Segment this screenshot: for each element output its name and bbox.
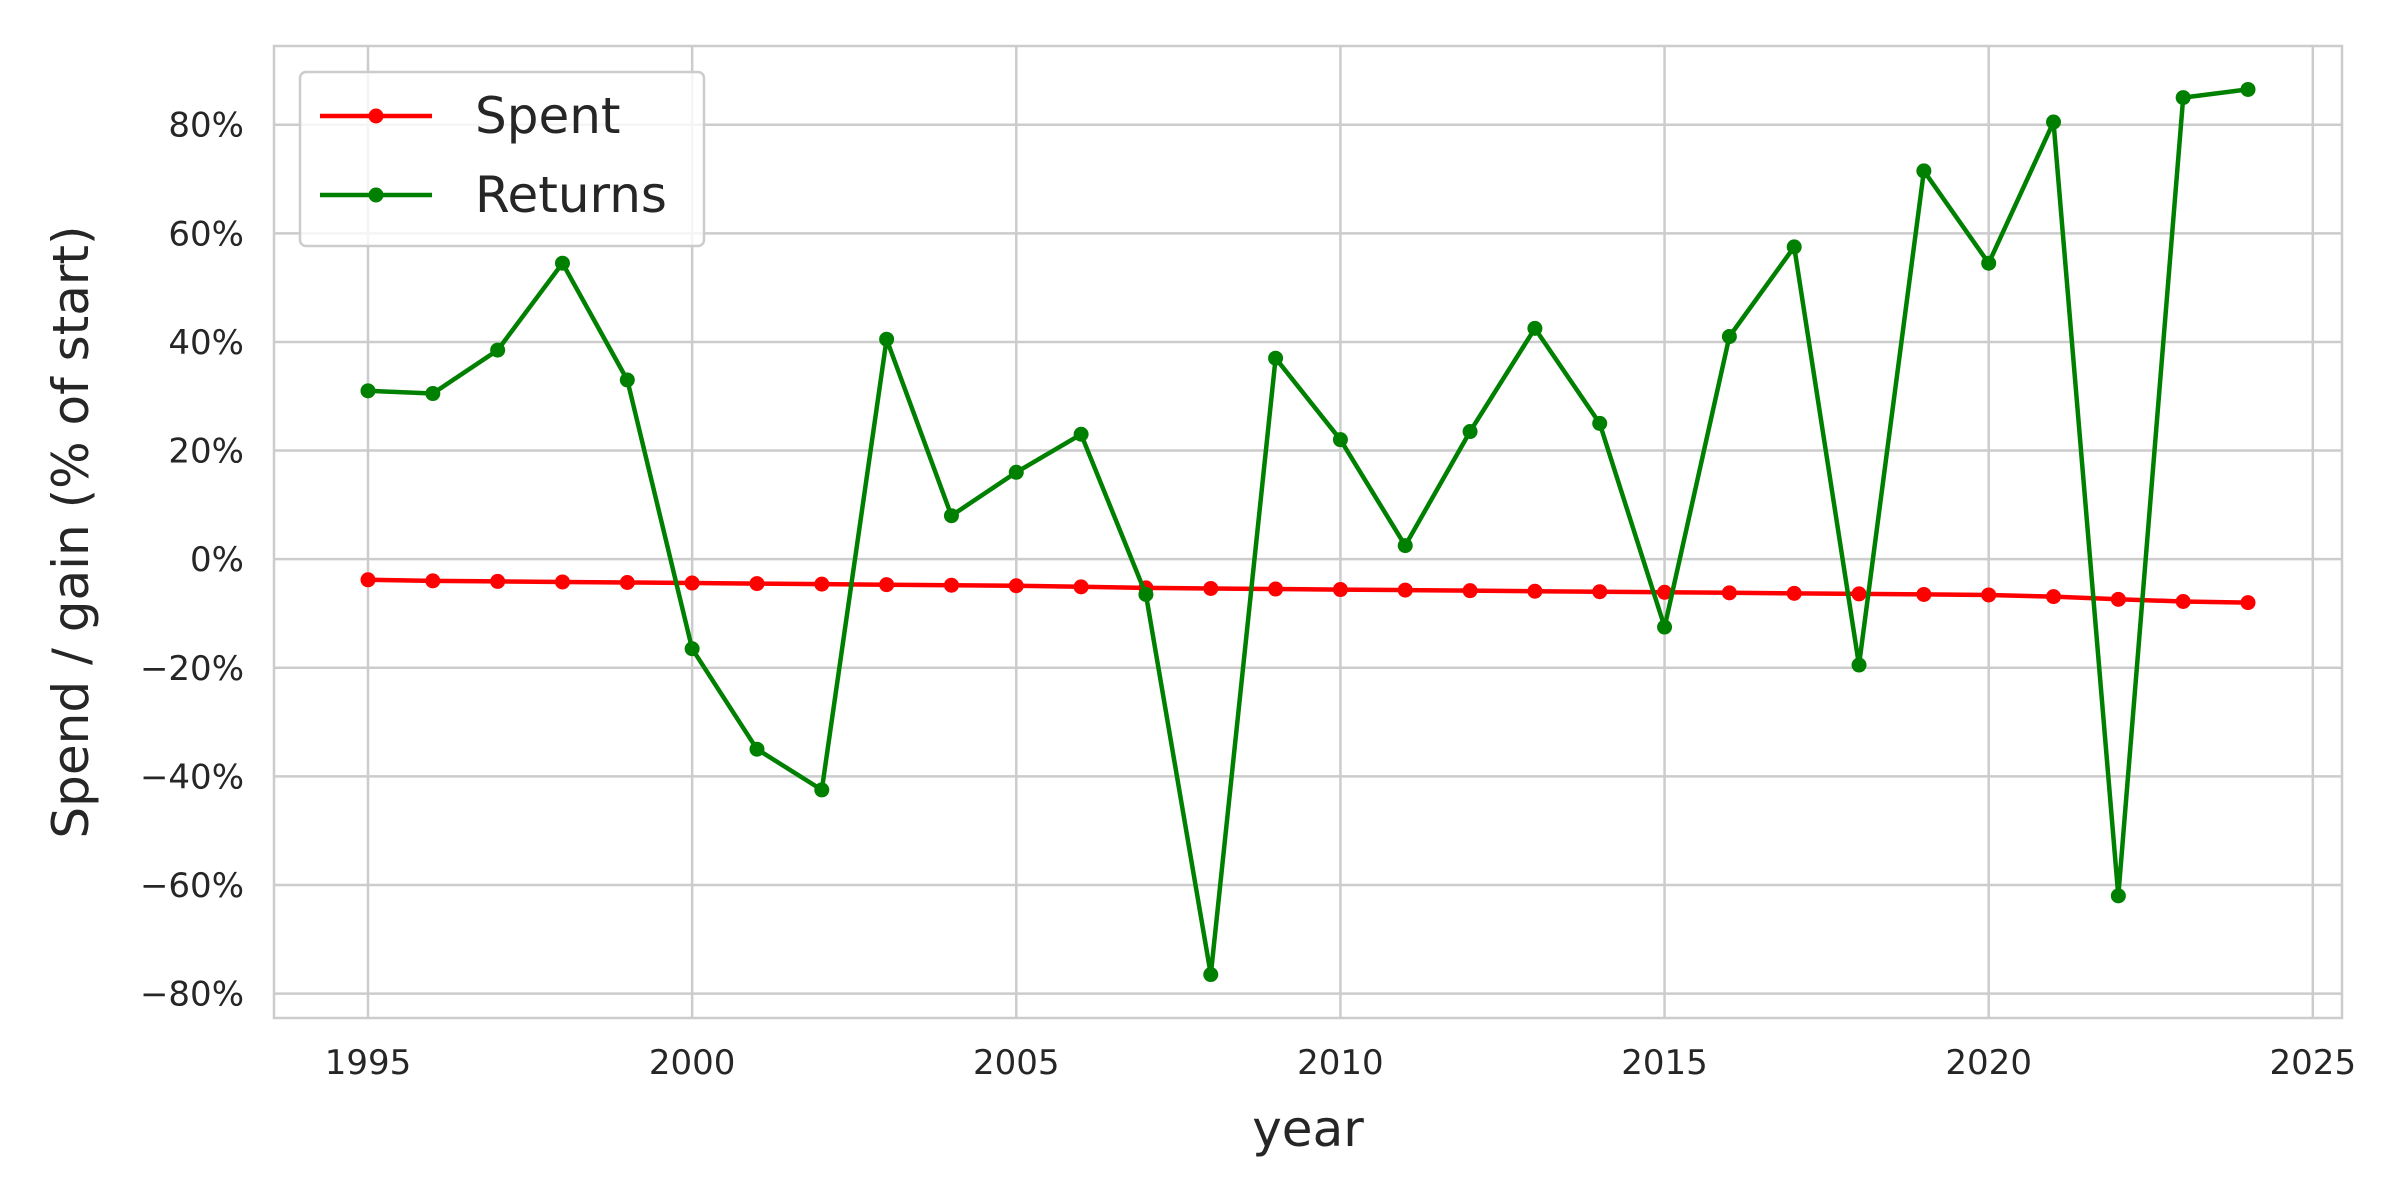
data-point-spent: [1981, 587, 1997, 603]
data-point-returns: [425, 386, 441, 402]
data-point-returns: [1268, 350, 1284, 366]
data-point-returns: [1851, 657, 1867, 673]
data-point-returns: [943, 508, 959, 524]
data-point-spent: [2175, 594, 2191, 610]
data-point-returns: [1981, 255, 1997, 271]
data-point-returns: [1203, 967, 1219, 983]
data-point-spent: [1851, 586, 1867, 602]
data-point-spent: [1657, 584, 1673, 600]
y-axis-label: Spend / gain (% of start): [42, 225, 100, 838]
data-point-returns: [2110, 888, 2126, 904]
x-tick-label: 2000: [649, 1043, 736, 1083]
data-point-spent: [1916, 586, 1932, 602]
x-tick-label: 2005: [973, 1043, 1060, 1083]
series-layer: [360, 81, 2256, 983]
data-point-spent: [1203, 580, 1219, 596]
data-point-spent: [1721, 585, 1737, 601]
data-point-returns: [684, 641, 700, 657]
data-point-spent: [2046, 589, 2062, 605]
x-tick-label: 2020: [1945, 1043, 2032, 1083]
data-point-spent: [2240, 595, 2256, 611]
x-axis-label: year: [1252, 1100, 1364, 1158]
data-point-returns: [1592, 415, 1608, 431]
data-point-returns: [1397, 538, 1413, 554]
legend-marker-spent: [368, 108, 384, 124]
data-point-spent: [1073, 579, 1089, 595]
data-point-returns: [2046, 114, 2062, 130]
data-point-spent: [554, 574, 570, 590]
data-point-returns: [619, 372, 635, 388]
y-tick-label: −60%: [140, 866, 244, 906]
data-point-returns: [1916, 163, 1932, 179]
data-point-returns: [2240, 81, 2256, 97]
legend-label-returns: Returns: [475, 166, 667, 224]
data-point-returns: [879, 331, 895, 347]
data-point-spent: [749, 576, 765, 592]
data-point-spent: [943, 577, 959, 593]
data-point-returns: [1073, 426, 1089, 442]
data-point-returns: [554, 255, 570, 271]
data-point-spent: [1592, 584, 1608, 600]
data-point-returns: [1786, 239, 1802, 255]
y-tick-label: 60%: [168, 214, 244, 254]
data-point-spent: [490, 573, 506, 589]
x-tick-labels: 1995 2000 2005 2010 2015 2020 2025: [325, 1043, 2356, 1083]
y-tick-labels: −80% −60% −40% −20% 0% 20% 40% 60% 80%: [140, 106, 244, 1015]
data-point-returns: [2175, 90, 2191, 106]
x-tick-label: 2025: [2270, 1043, 2357, 1083]
x-tick-label: 1995: [325, 1043, 412, 1083]
data-point-spent: [684, 575, 700, 591]
series-line-returns: [367, 87, 2249, 977]
data-point-returns: [1657, 619, 1673, 635]
legend-marker-returns: [368, 187, 384, 203]
data-point-returns: [360, 383, 376, 399]
x-tick-label: 2015: [1621, 1043, 1708, 1083]
data-point-spent: [360, 572, 376, 588]
x-tick-label: 2010: [1297, 1043, 1384, 1083]
data-point-spent: [425, 573, 441, 589]
y-tick-label: 20%: [168, 432, 244, 472]
data-point-spent: [1268, 581, 1284, 597]
data-point-spent: [1397, 582, 1413, 598]
data-point-spent: [1462, 583, 1478, 599]
data-point-spent: [814, 576, 830, 592]
y-tick-label: −40%: [140, 757, 244, 797]
legend-label-spent: Spent: [475, 87, 621, 145]
data-point-returns: [1527, 320, 1543, 336]
y-tick-label: −80%: [140, 975, 244, 1015]
y-tick-label: 80%: [168, 106, 244, 146]
data-point-spent: [1786, 585, 1802, 601]
y-tick-label: −20%: [140, 649, 244, 689]
data-point-spent: [1527, 583, 1543, 599]
data-point-spent: [879, 577, 895, 593]
data-point-spent: [1008, 578, 1024, 594]
data-point-spent: [2110, 591, 2126, 607]
y-tick-label: 40%: [168, 323, 244, 363]
data-point-returns: [490, 342, 506, 358]
y-tick-label: 0%: [190, 540, 244, 580]
data-point-returns: [1721, 329, 1737, 345]
data-point-returns: [1008, 464, 1024, 480]
data-point-returns: [1462, 424, 1478, 440]
data-point-returns: [1138, 586, 1154, 602]
plot-frame: [272, 44, 2344, 1020]
data-point-spent: [1332, 582, 1348, 598]
legend: Spent Returns: [298, 70, 706, 248]
data-point-returns: [814, 782, 830, 798]
series-line-spent: [367, 577, 2249, 605]
data-point-spent: [619, 575, 635, 591]
data-point-returns: [749, 741, 765, 757]
data-point-returns: [1332, 432, 1348, 448]
